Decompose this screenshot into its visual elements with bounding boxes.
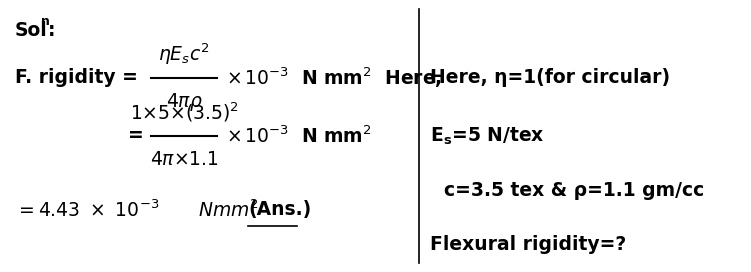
Text: $= 4.43\ \times\ 10^{-3}$: $= 4.43\ \times\ 10^{-3}$ <box>14 199 159 221</box>
Text: c=3.5 tex & ρ=1.1 gm/cc: c=3.5 tex & ρ=1.1 gm/cc <box>444 181 704 200</box>
Text: $4\pi{\times}1.1$: $4\pi{\times}1.1$ <box>149 150 219 169</box>
Text: N mm$^2$  Here,: N mm$^2$ Here, <box>300 66 442 90</box>
Text: =: = <box>128 126 144 146</box>
Text: Here, η=1(for circular): Here, η=1(for circular) <box>430 69 670 88</box>
Text: $1{\times}5{\times}(3.5)^2$: $1{\times}5{\times}(3.5)^2$ <box>130 101 239 124</box>
Text: $\times\,10^{-3}$: $\times\,10^{-3}$ <box>226 67 289 89</box>
Text: n: n <box>41 15 50 28</box>
Text: (Ans.): (Ans.) <box>249 200 312 219</box>
Text: $Nmm^2$: $Nmm^2$ <box>198 199 259 221</box>
Text: $4\pi\rho$: $4\pi\rho$ <box>166 91 203 113</box>
Text: $\eta E_s c^2$: $\eta E_s c^2$ <box>158 42 210 67</box>
Text: F. rigidity =: F. rigidity = <box>14 69 137 88</box>
Text: N mm$^2$: N mm$^2$ <box>300 125 371 147</box>
Text: Flexural rigidity=?: Flexural rigidity=? <box>430 235 626 254</box>
Text: Sol: Sol <box>14 21 47 40</box>
Text: $\mathbf{E_s}$=5 N/tex: $\mathbf{E_s}$=5 N/tex <box>430 125 544 147</box>
Text: :: : <box>47 21 55 40</box>
Text: $\times\,10^{-3}$: $\times\,10^{-3}$ <box>226 125 289 147</box>
